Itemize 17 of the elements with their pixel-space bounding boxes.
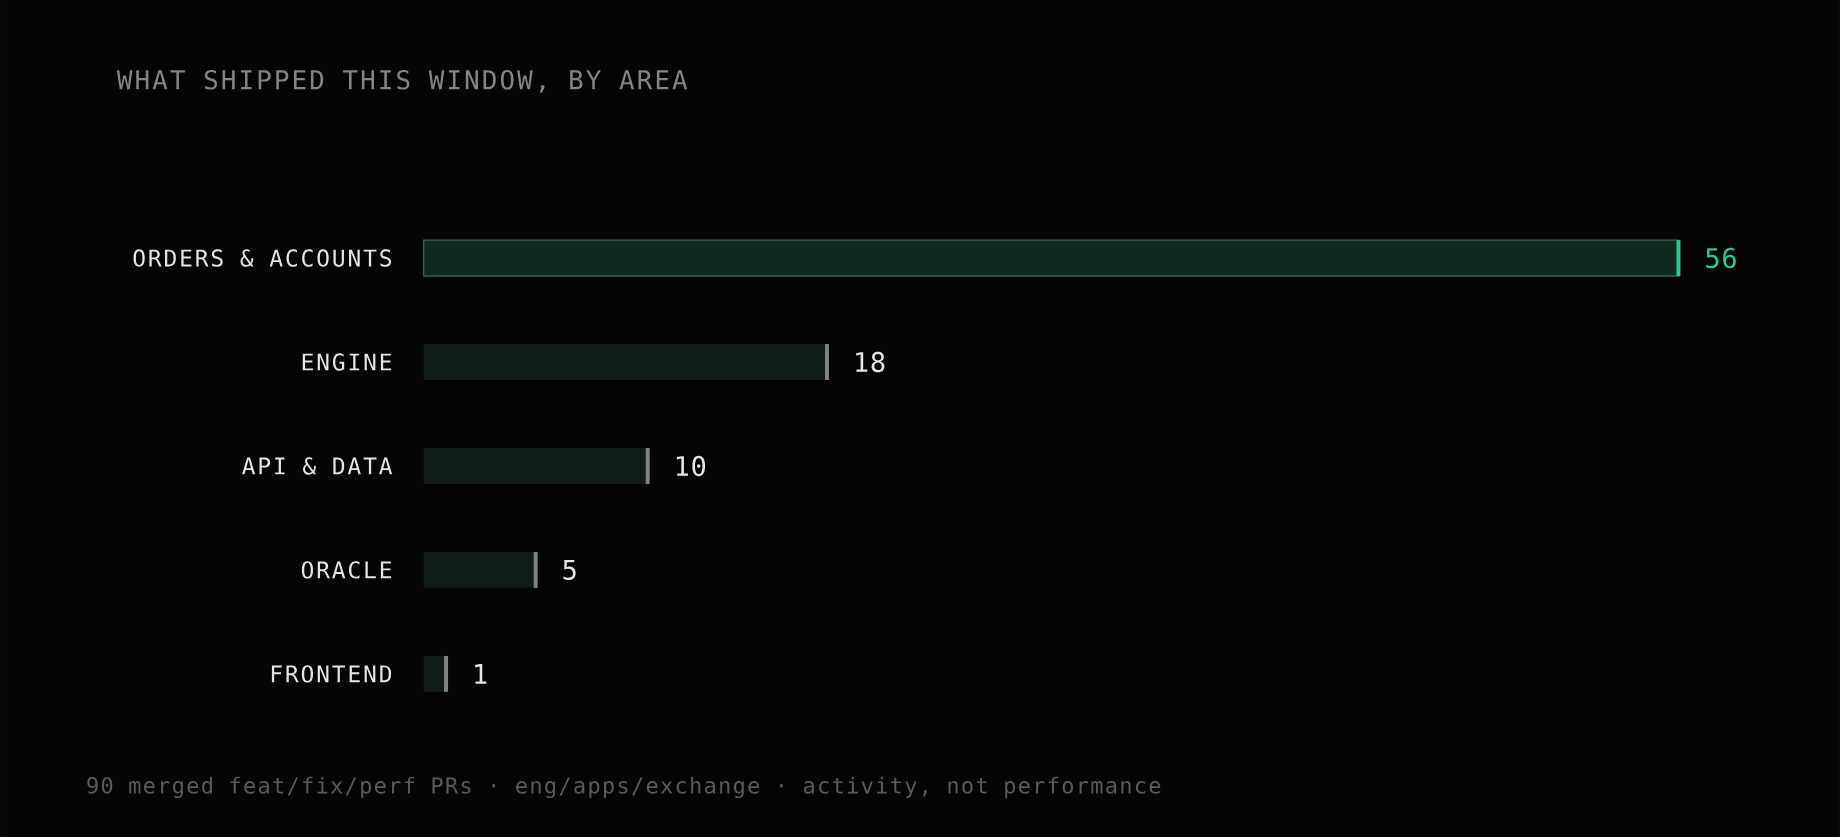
bar: [423, 447, 648, 484]
y-tick-label: API & DATA: [242, 457, 393, 475]
text: 90 merged feat/fix/perf PRs · eng/apps/exchange · activity, not performance: [87, 776, 1161, 798]
data-label: 5: [563, 559, 576, 580]
y-tick-label: ORACLE: [301, 561, 392, 579]
y-tick-label: ENGINE: [302, 353, 392, 371]
bar: [423, 655, 447, 692]
y-tick-label: ORDERS & ACCOUNTS: [133, 249, 392, 267]
bar: [422, 239, 1680, 277]
data-label: 56: [1706, 247, 1736, 269]
y-tick-label: FRONTEND: [271, 665, 392, 683]
chart-title: WHAT SHIPPED THIS WINDOW, BY AREA: [116, 69, 688, 93]
data-label: 18: [856, 351, 885, 373]
bar: [423, 551, 536, 588]
bar: [423, 343, 827, 380]
data-label: 10: [676, 455, 706, 477]
data-label: 1: [475, 663, 487, 684]
